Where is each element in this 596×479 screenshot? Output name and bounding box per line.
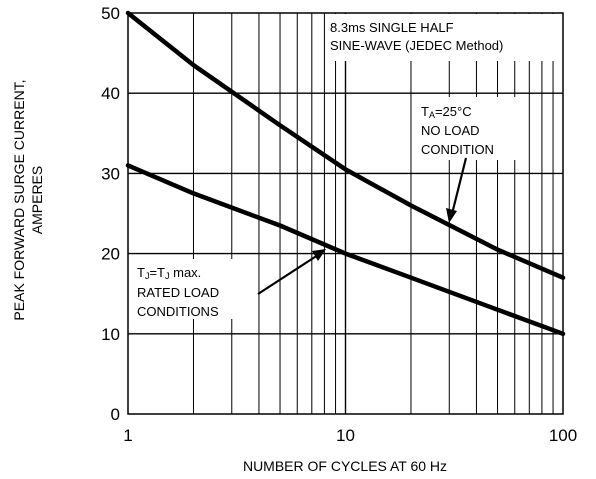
y-tick-label: 20 xyxy=(101,245,120,264)
series-line-2 xyxy=(125,163,566,337)
series-1-label-line-3: CONDITION xyxy=(421,142,494,157)
series-1-label-line-1: TA=25°C xyxy=(421,104,472,120)
series-2-label-line-3: CONDITIONS xyxy=(137,304,219,319)
series-2-label-box xyxy=(133,259,258,319)
y-tick-label: 40 xyxy=(101,84,120,103)
series-2-label-line-2: RATED LOAD xyxy=(137,285,219,300)
series-1-label-line-2: NO LOAD xyxy=(421,123,480,138)
x-axis-label: NUMBER OF CYCLES AT 60 Hz xyxy=(243,458,447,474)
y-tick-label: 50 xyxy=(101,4,120,23)
y-axis-label-line-1: PEAK FORWARD SURGE CURRENT, xyxy=(11,79,27,320)
grid xyxy=(128,13,563,414)
series-2-label-line-1: TJ=TJ max. xyxy=(137,265,201,281)
series-line-1 xyxy=(125,10,566,280)
y-tick-label: 10 xyxy=(101,325,120,344)
x-tick-label: 10 xyxy=(336,426,355,445)
y-tick-label: 0 xyxy=(111,405,120,424)
annotation-box xyxy=(325,14,557,61)
series-lines xyxy=(125,10,566,337)
annotation-line-2: SINE-WAVE (JEDEC Method) xyxy=(330,38,503,53)
x-tick-label: 1 xyxy=(123,426,132,445)
y-axis-label-line-2: AMPERES xyxy=(29,166,45,234)
y-tick-label: 30 xyxy=(101,164,120,183)
annotation-line-1: 8.3ms SINGLE HALF xyxy=(330,20,454,35)
series-1-label-box xyxy=(418,97,522,160)
series-1-label-arrow xyxy=(450,157,468,215)
x-tick-label: 100 xyxy=(549,426,577,445)
plot-frame xyxy=(127,12,564,415)
series-1-label-arrowhead xyxy=(446,208,457,223)
series-2-label-arrowhead xyxy=(312,249,326,261)
tick-labels: 1 10 100 0 10 20 30 40 50 xyxy=(101,4,577,445)
series-2-label-arrow xyxy=(257,254,319,295)
